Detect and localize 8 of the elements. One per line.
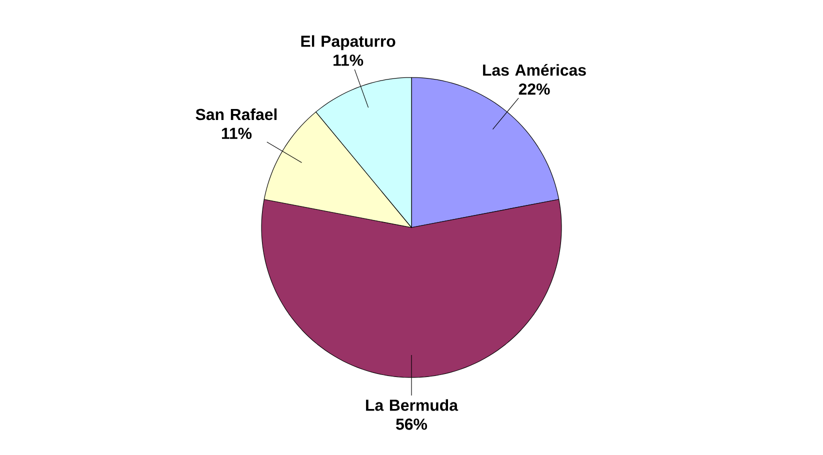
data-label: 11%	[222, 128, 252, 140]
data-label: 22%	[518, 83, 550, 95]
slice-label: Las Américas	[483, 64, 586, 76]
slice-label: El Papaturro	[301, 35, 396, 50]
data-label: 56%	[396, 418, 428, 430]
data-label: 11%	[334, 54, 364, 66]
slice-label: La Bermuda	[366, 399, 458, 411]
slice-label: San Rafael	[196, 108, 277, 120]
